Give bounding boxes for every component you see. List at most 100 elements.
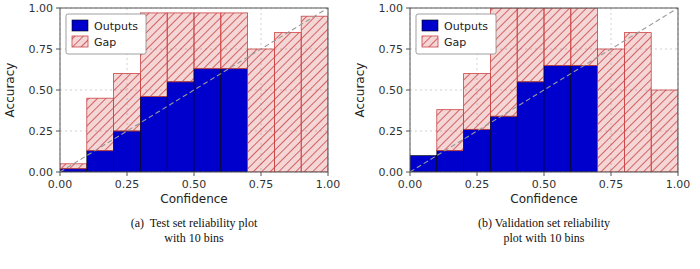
gap-bar: [517, 8, 544, 82]
legend-label: Outputs: [94, 20, 138, 33]
gap-bar: [194, 13, 221, 69]
output-bar: [140, 97, 167, 172]
legend: Outputs Gap: [416, 14, 496, 54]
x-tick: [678, 172, 679, 176]
x-axis-label: Confidence: [160, 192, 227, 206]
caption: (b) Validation set reliabilityplot with …: [478, 216, 610, 245]
x-tick-label: 1.00: [666, 178, 691, 191]
gap-bar: [464, 74, 491, 130]
chart-figure: 0.00 0.25 0.50 0.75 1.00 0.00 0.25 0.50 0.75 1.00…: [0, 0, 700, 269]
caption-line: plot with 10 bins: [503, 231, 584, 245]
gap-bar: [274, 33, 301, 172]
output-bar: [517, 82, 544, 172]
x-tick-label: 0.50: [182, 178, 207, 191]
legend-label: Outputs: [444, 20, 488, 33]
y-tick-label: 0.25: [379, 125, 404, 138]
gap-bar: [114, 74, 141, 131]
gap-bar: [221, 13, 248, 69]
gap-bar: [651, 90, 678, 172]
output-bar: [571, 65, 598, 172]
gap-bar: [624, 33, 651, 172]
plot-frame: [60, 8, 328, 172]
legend: Outputs Gap: [66, 14, 146, 54]
x-tick-label: 0.25: [465, 178, 490, 191]
y-tick: [56, 172, 60, 173]
plot-frame: [410, 8, 678, 172]
x-tick-label: 0.75: [249, 178, 274, 191]
x-tick-label: 0.75: [599, 178, 624, 191]
output-bar: [194, 69, 221, 172]
x-tick-label: 0.00: [398, 178, 423, 191]
output-bar: [167, 82, 194, 172]
legend-label: Gap: [94, 36, 116, 49]
y-tick-label: 0.50: [379, 84, 404, 97]
y-axis-label: Accuracy: [353, 63, 367, 118]
x-tick: [544, 172, 545, 176]
legend-swatch: [422, 36, 438, 47]
grid: [410, 8, 678, 172]
y-tick-label: 0.50: [29, 84, 54, 97]
x-tick-label: 0.25: [115, 178, 140, 191]
x-tick: [477, 172, 478, 176]
y-tick: [406, 8, 410, 9]
gap-bar: [301, 16, 328, 172]
x-tick: [328, 172, 329, 176]
x-tick: [611, 172, 612, 176]
x-tick-label: 0.50: [532, 178, 557, 191]
x-tick: [194, 172, 195, 176]
y-tick-label: 0.25: [29, 125, 54, 138]
y-tick: [406, 131, 410, 132]
y-tick-label: 1.00: [29, 2, 54, 15]
gap-bar: [571, 8, 598, 65]
axes: 0.00 0.25 0.50 0.75 1.00 0.00 0.25 0.50 0.75 1.00: [379, 2, 691, 191]
x-tick: [261, 172, 262, 176]
legend-label: Gap: [444, 36, 466, 49]
y-tick: [406, 90, 410, 91]
output-bar: [437, 151, 464, 172]
y-tick: [56, 90, 60, 91]
y-tick: [56, 131, 60, 132]
y-tick-label: 0.75: [29, 43, 54, 56]
caption: (a) Test set reliability plotwith 10 bin…: [131, 216, 258, 245]
x-tick-label: 1.00: [316, 178, 341, 191]
output-bar: [464, 129, 491, 172]
gap-bar: [437, 110, 464, 151]
output-bar: [87, 151, 114, 172]
plot-background: [60, 8, 328, 172]
diagonal-line: [410, 8, 678, 172]
x-tick: [60, 172, 61, 176]
y-tick-label: 0.75: [379, 43, 404, 56]
gap-bar: [598, 49, 625, 172]
caption-line: (b) Validation set reliability: [478, 216, 610, 230]
gap-bar: [544, 8, 571, 65]
output-bar: [544, 65, 571, 172]
y-tick-label: 0.00: [379, 166, 404, 179]
x-axis-label: Confidence: [510, 192, 577, 206]
legend-box: [416, 14, 496, 54]
axes: 0.00 0.25 0.50 0.75 1.00 0.00 0.25 0.50 0.75 1.00: [29, 2, 341, 191]
y-tick: [406, 172, 410, 173]
chart-panel: 0.00 0.25 0.50 0.75 1.00 0.00 0.25 0.50 0.75 1.00…: [353, 2, 690, 245]
gap-bar: [167, 13, 194, 82]
x-tick: [127, 172, 128, 176]
y-axis-label: Accuracy: [3, 63, 17, 118]
diagonal-line: [60, 8, 328, 172]
legend-swatch: [72, 36, 88, 47]
y-tick: [406, 49, 410, 50]
y-tick: [56, 8, 60, 9]
y-tick-label: 1.00: [379, 2, 404, 15]
x-tick-label: 0.00: [48, 178, 73, 191]
chart-panel: 0.00 0.25 0.50 0.75 1.00 0.00 0.25 0.50 0.75 1.00…: [3, 2, 340, 245]
grid: [60, 8, 328, 172]
gap-bar: [248, 49, 275, 172]
gap-bar: [87, 98, 114, 150]
legend-box: [66, 14, 146, 54]
output-bar: [490, 116, 517, 172]
y-tick: [56, 49, 60, 50]
x-tick: [410, 172, 411, 176]
caption-line: with 10 bins: [164, 231, 224, 245]
gap-bar: [60, 164, 87, 169]
data-marks: [410, 8, 678, 172]
y-tick-label: 0.00: [29, 166, 54, 179]
legend-swatch: [72, 20, 88, 31]
